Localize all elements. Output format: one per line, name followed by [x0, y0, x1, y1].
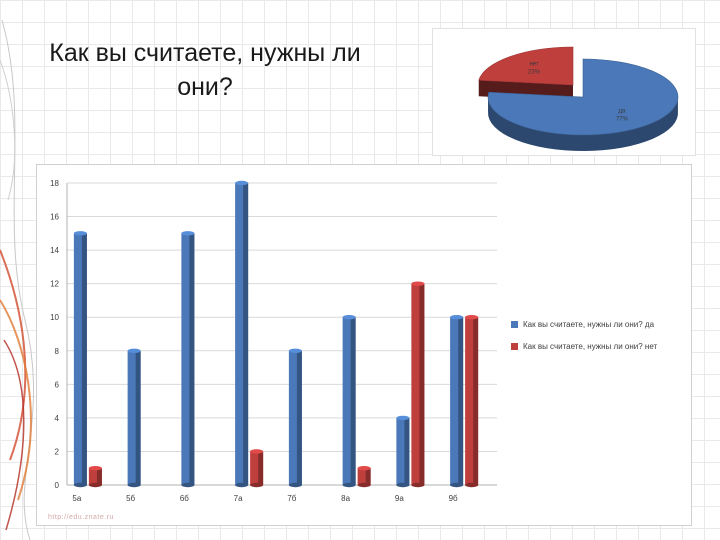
legend-swatch-1	[511, 343, 518, 350]
x-tick-label-8а: 8а	[341, 494, 350, 503]
y-tick-label: 18	[50, 179, 59, 188]
bar-da-5а	[73, 231, 87, 488]
pie-slice-side-да	[488, 96, 678, 151]
bar-shade	[458, 317, 464, 485]
pie-slice-нет	[478, 46, 574, 86]
bar-base	[88, 482, 102, 488]
watermark: http://edu.znate.ru	[48, 514, 114, 521]
bar-cap	[288, 348, 302, 353]
bar-da-8а	[342, 315, 356, 488]
y-tick-label: 10	[50, 313, 59, 322]
bar-da-7б	[288, 348, 302, 488]
bar-da-5б	[127, 348, 141, 488]
bar-chart: 0 2 4 6 8 10 12 14 16 18 5а 5б 6б 7а 7б 8а 9а 9б Как вы сч…	[36, 164, 692, 526]
bar-cap	[127, 348, 141, 353]
slide-title: Как вы считаете, нужны ли они?	[49, 39, 361, 101]
bar-base	[357, 482, 371, 488]
bar-base	[288, 482, 302, 488]
bar-base	[450, 482, 464, 488]
bar-base	[342, 482, 356, 488]
bar-base	[396, 482, 410, 488]
bar-cap	[73, 231, 87, 236]
pie-label-да: да	[619, 109, 627, 115]
bar-cap	[342, 315, 356, 320]
bar-cap	[411, 281, 425, 286]
bar-da-7а	[235, 180, 249, 488]
bar-da-9б	[450, 315, 464, 488]
bar-shade	[296, 350, 302, 485]
y-tick-label: 12	[50, 280, 59, 289]
bar-cap	[465, 315, 479, 320]
decorative-swirl	[0, 19, 35, 540]
x-tick-label-6б: 6б	[180, 494, 189, 503]
bar-cap	[235, 180, 249, 186]
bar-chart-canvas: 0 2 4 6 8 10 12 14 16 18 5а 5б 6б 7а 7б 8а 9а 9б Как вы сч…	[50, 179, 657, 503]
bar-shade	[419, 283, 425, 485]
bar-net-9б	[465, 315, 479, 488]
x-tick-label-5а: 5а	[72, 494, 81, 503]
bar-da-6б	[181, 231, 195, 488]
pie-chart-canvas: да 77% нет 23%	[478, 46, 679, 151]
bar-base	[235, 482, 249, 488]
bar-base	[127, 482, 141, 488]
legend-swatch-0	[511, 321, 518, 328]
bar-base	[73, 482, 87, 488]
y-tick-label: 2	[55, 447, 60, 456]
bar-shade	[189, 233, 195, 485]
legend-label-1: Как вы считаете, нужны ли они? нет	[523, 342, 657, 351]
pie-chart: да 77% нет 23%	[432, 28, 696, 156]
bar-net-7а	[250, 449, 264, 488]
bar-cap	[181, 231, 195, 236]
legend-label-0: Как вы считаете, нужны ли они? да	[523, 320, 655, 329]
bar-base	[411, 482, 425, 488]
y-tick-label: 4	[55, 414, 60, 423]
x-tick-label-5б: 5б	[126, 494, 135, 503]
bar-cap	[357, 466, 371, 471]
bar-base	[181, 482, 195, 488]
bar-base	[465, 482, 479, 488]
bar-cap	[88, 466, 102, 471]
pie-value-нет: 23%	[528, 69, 541, 75]
bar-cap	[250, 449, 264, 454]
bar-base	[250, 482, 264, 488]
y-tick-label: 0	[55, 481, 60, 490]
pie-slice-да	[487, 58, 679, 136]
bar-shade	[243, 183, 249, 485]
bar-cap	[450, 315, 464, 320]
x-tick-label-7б: 7б	[287, 494, 296, 503]
bar-shade	[96, 468, 102, 485]
y-tick-label: 14	[50, 246, 59, 255]
bar-shade	[350, 317, 356, 485]
bar-shade	[404, 417, 410, 485]
x-tick-label-9б: 9б	[449, 494, 458, 503]
bar-shade	[258, 451, 264, 485]
bar-net-8а	[357, 466, 371, 488]
y-tick-label: 16	[50, 213, 59, 222]
y-tick-label: 8	[55, 347, 60, 356]
bar-cap	[396, 415, 410, 421]
bar-shade	[365, 468, 371, 485]
bar-shade	[473, 317, 479, 485]
x-tick-label-7а: 7а	[234, 494, 243, 503]
bar-shade	[81, 233, 87, 485]
bar-shade	[135, 350, 141, 485]
y-tick-label: 6	[55, 380, 60, 389]
pie-label-нет: нет	[529, 61, 538, 67]
x-tick-label-9а: 9а	[395, 494, 404, 503]
pie-value-да: 77%	[616, 117, 629, 123]
bar-net-5а	[88, 466, 102, 488]
bar-net-9а	[411, 281, 425, 488]
bar-da-9а	[396, 415, 410, 488]
